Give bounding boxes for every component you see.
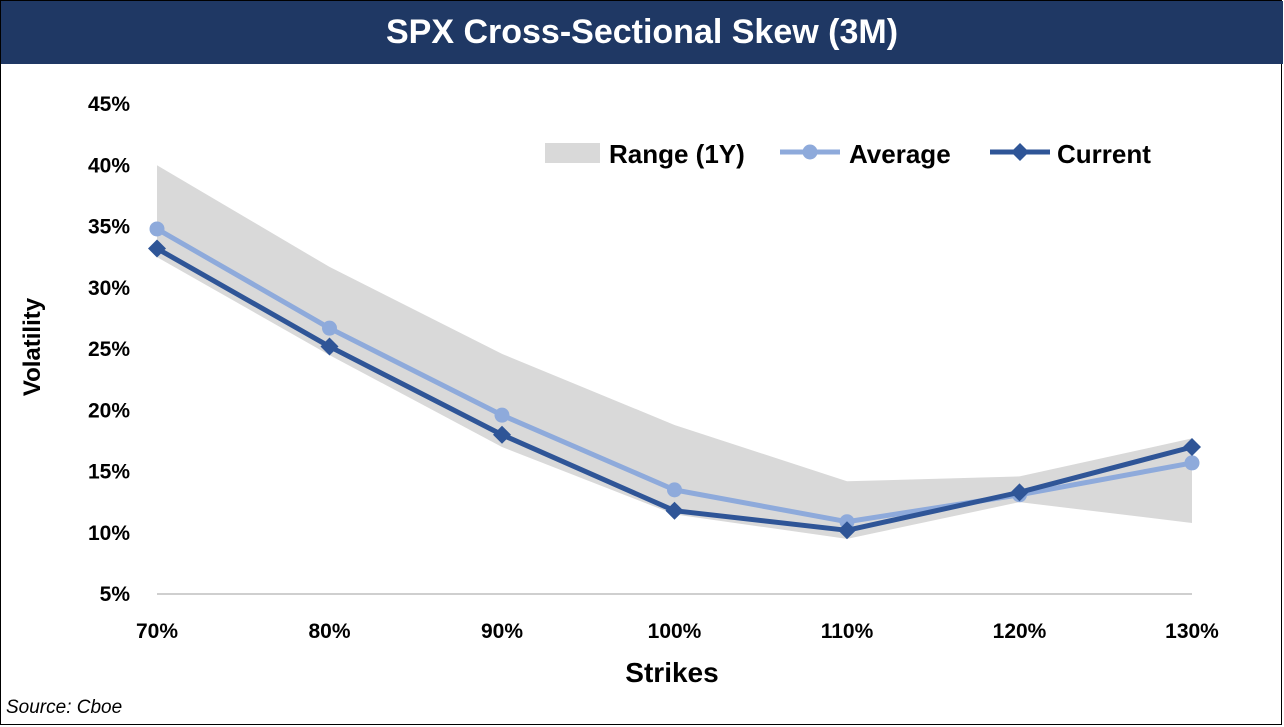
current-point (665, 501, 684, 520)
average-point (149, 221, 165, 237)
current-point (1183, 438, 1201, 456)
y-tick-label: 5% (100, 583, 131, 606)
x-tick-label: 120% (993, 620, 1047, 643)
y-tick-label: 40% (88, 154, 130, 177)
y-axis-title: Volatility (19, 297, 46, 396)
legend-current-marker (1011, 143, 1029, 161)
x-tick-label: 100% (648, 620, 702, 643)
axis-layer: 5% 10% 15% 20% 25% 30% 35% 40% 45% 70% 80% 90% 100% 1… (88, 93, 1219, 643)
current-point (320, 337, 339, 356)
x-tick-label: 130% (1165, 620, 1219, 643)
x-tick-label: 70% (136, 620, 178, 643)
legend: Range (1Y) Average Current (545, 139, 1151, 169)
y-tick-label: 20% (88, 399, 130, 422)
legend-average-label: Average (849, 139, 951, 169)
x-tick-label: 80% (308, 620, 350, 643)
x-tick-label: 90% (481, 620, 523, 643)
legend-current-label: Current (1057, 139, 1151, 169)
series-layer (148, 221, 1201, 540)
y-tick-label: 10% (88, 522, 130, 545)
y-tick-label: 35% (88, 216, 130, 239)
source-note: Source: Cboe (6, 697, 123, 718)
current-point (838, 521, 856, 540)
average-point (667, 482, 682, 498)
y-tick-label: 15% (88, 461, 130, 484)
range-band-layer (157, 165, 1192, 539)
average-point (494, 407, 510, 423)
legend-range-swatch (545, 143, 600, 163)
average-point (1184, 455, 1200, 471)
legend-average-marker (802, 144, 818, 160)
y-tick-label: 45% (88, 93, 130, 116)
average-point (322, 320, 337, 336)
range-band (157, 165, 1192, 539)
current-point (493, 425, 511, 444)
y-tick-label: 25% (88, 338, 130, 361)
current-point (1010, 483, 1029, 502)
y-tick-label: 30% (88, 277, 130, 300)
x-axis-title: Strikes (625, 657, 718, 688)
x-tick-label: 110% (821, 620, 874, 643)
current-point (148, 239, 166, 258)
legend-range-label: Range (1Y) (609, 139, 745, 169)
chart-title: SPX Cross-Sectional Skew (3M) (1, 1, 1283, 64)
